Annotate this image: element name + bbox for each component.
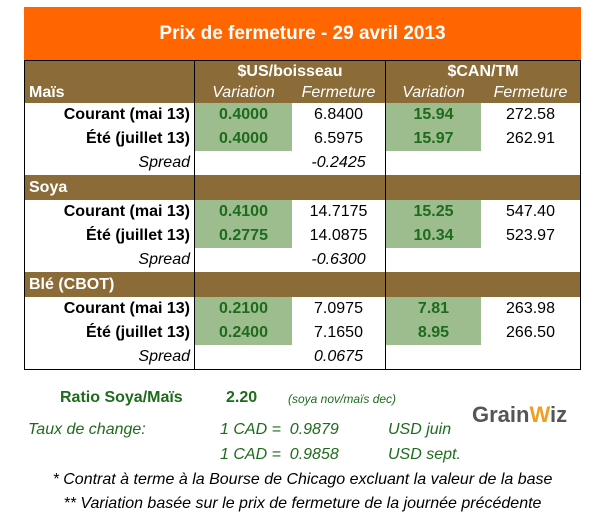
prices-table: $US/boisseau $CAN/TM Maïs Variation Fermetur… [24,60,581,370]
can-fermeture: 263.98 [506,300,555,317]
exchange-label: Taux de change: [28,421,146,438]
spread-value: -0.2425 [292,151,386,175]
can-variation: 8.95 [385,321,481,345]
band-cell [481,175,581,200]
table-row: Courant (mai 13) 0.4000 6.8400 15.94 272.58 [24,103,581,127]
empty [386,151,482,175]
us-variation: 0.2775 [194,224,292,248]
us-fermeture: 6.5975 [292,127,386,151]
us-variation: 0.2400 [194,321,292,345]
can-fermeture: 523.97 [506,227,555,244]
band-cell [292,175,386,200]
us-variation: 0.4000 [194,127,292,151]
can-variation: 15.97 [385,127,481,151]
row-label: Été (juillet 13) [24,224,195,248]
band-cell [385,272,481,297]
header-us-variation: Variation [194,82,292,103]
spread-row: Spread 0.0675 [24,345,581,370]
footnote-2: ** Variation basée sur le prix de fermet… [63,495,542,512]
band-cell [481,272,581,297]
section-title: Blé (CBOT) [24,272,195,297]
us-fermeture: 7.0975 [292,297,386,321]
header-can-variation: Variation [385,82,481,103]
page-title: Prix de fermeture - 29 avril 2013 [24,7,581,60]
header-can: $CAN/TM [385,60,581,82]
exchange-unit-1: USD juin [388,421,452,438]
section-band: Blé (CBOT) [24,272,581,297]
exchange-rate-1: 1 CAD = 0.9879 [220,421,339,438]
spread-label: Spread [24,248,195,272]
can-variation: 7.81 [385,297,481,321]
table-row: Été (juillet 13) 0.2400 7.1650 8.95 266.50 [24,321,581,345]
exchange-unit-2: USD sept. [388,446,461,463]
us-fermeture: 7.1650 [292,321,386,345]
header-row-cols: Maïs Variation Fermeture Variation Fermeture [24,82,581,103]
empty [195,345,293,370]
table-row: Courant (mai 13) 0.2100 7.0975 7.81 263.98 [24,297,581,321]
spread-row: Spread -0.6300 [24,248,581,272]
spread-row: Spread -0.2425 [24,151,581,175]
row-label: Été (juillet 13) [24,321,195,345]
spread-value: -0.6300 [292,248,386,272]
header-blank [24,60,195,82]
ratio-note: (soya nov/maïs dec) [288,392,397,406]
band-cell [292,272,386,297]
row-label: Été (juillet 13) [24,127,195,151]
band-cell [194,272,292,297]
table-row: Été (juillet 13) 0.4000 6.5975 15.97 262.91 [24,127,581,151]
empty [481,248,581,272]
exchange-rate-2: 1 CAD = 0.9858 [220,446,339,463]
us-fermeture: 14.0875 [292,224,386,248]
can-variation: 15.94 [385,103,481,127]
can-fermeture: 266.50 [506,324,555,341]
can-variation: 15.25 [385,200,481,224]
empty [386,345,482,370]
empty [386,248,482,272]
header-can-fermeture: Fermeture [481,82,581,103]
spread-label: Spread [24,345,195,370]
band-cell [385,175,481,200]
us-variation: 0.4000 [194,103,292,127]
can-fermeture: 547.40 [506,203,555,220]
band-cell [194,175,292,200]
us-variation: 0.4100 [194,200,292,224]
us-variation: 0.2100 [194,297,292,321]
header-us-fermeture: Fermeture [292,82,386,103]
ratio-label: Ratio Soya/Maïs [60,389,183,406]
ratio-value: 2.20 [226,389,258,406]
us-fermeture: 14.7175 [292,200,386,224]
empty [195,248,293,272]
spread-label: Spread [24,151,195,175]
row-label: Courant (mai 13) [24,297,195,321]
row-label: Courant (mai 13) [24,103,195,127]
row-label: Courant (mai 13) [24,200,195,224]
can-fermeture: 272.58 [506,106,555,123]
table-row: Été (juillet 13) 0.2775 14.0875 10.34 523.97 [24,224,581,248]
table-row: Courant (mai 13) 0.4100 14.7175 15.25 547.40 [24,200,581,224]
footnote-1: * Contrat à terme à la Bourse de Chicago… [52,471,553,488]
empty [481,345,581,370]
spread-value: 0.0675 [292,345,386,370]
empty [481,151,581,175]
header-row-units: $US/boisseau $CAN/TM [24,60,581,82]
section-title: Maïs [24,82,195,103]
can-variation: 10.34 [385,224,481,248]
grainwiz-logo: GrainWiz [472,402,568,427]
section-band: Soya [24,175,581,200]
section-title: Soya [24,175,195,200]
can-fermeture: 262.91 [506,130,555,147]
header-us: $US/boisseau [194,60,386,82]
us-fermeture: 6.8400 [292,103,386,127]
empty [195,151,293,175]
